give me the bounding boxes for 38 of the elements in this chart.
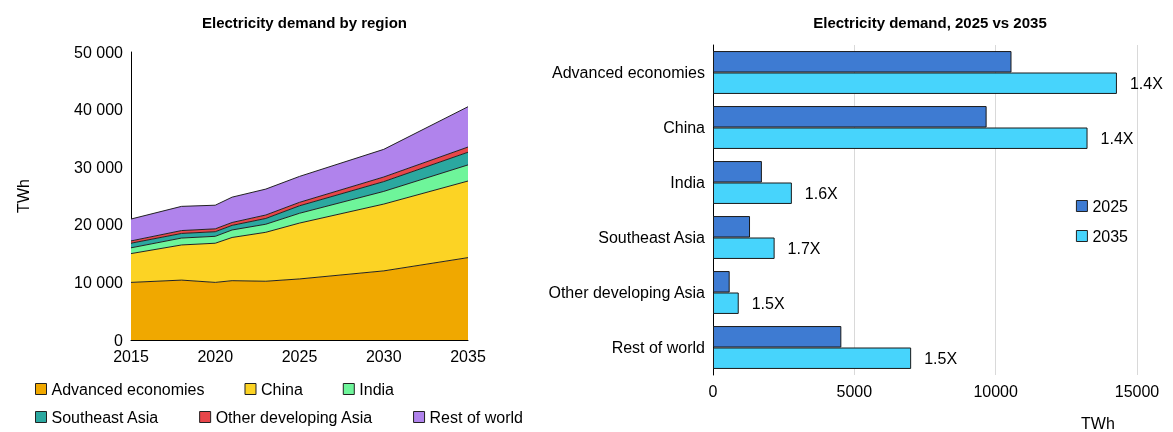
annotation: 1.4X bbox=[1100, 129, 1134, 147]
legend-label: India bbox=[359, 380, 395, 398]
y-tick-label: 30 000 bbox=[74, 158, 124, 176]
y-tick-label: 0 bbox=[114, 331, 124, 349]
legend-label: Rest of world bbox=[429, 408, 523, 426]
legend-label: Other developing Asia bbox=[215, 408, 373, 426]
y-tick-label: Rest of world bbox=[611, 339, 705, 356]
annotation: 1.6X bbox=[804, 184, 839, 202]
x-tick-label: 2020 bbox=[197, 347, 234, 365]
y-tick-label: China bbox=[663, 119, 706, 136]
y-tick-label: 40 000 bbox=[74, 101, 124, 119]
y-tick-label: Other developing Asia bbox=[548, 284, 706, 301]
annotation: 1.7X bbox=[787, 239, 821, 257]
annotation: 1.4X bbox=[1129, 74, 1164, 92]
legend-label: Advanced economies bbox=[51, 380, 205, 398]
annotation: 1.5X bbox=[751, 294, 785, 312]
legend-label: China bbox=[260, 380, 303, 398]
y-tick-label: 10 000 bbox=[74, 273, 124, 291]
x-tick-label: 2030 bbox=[365, 347, 402, 365]
y-tick-label: India bbox=[670, 174, 706, 191]
x-axis-title: TWh bbox=[1081, 414, 1115, 432]
annotation: 1.5X bbox=[924, 349, 958, 367]
x-tick-label: 15000 bbox=[1114, 382, 1160, 400]
x-tick-label: 5000 bbox=[836, 382, 873, 400]
y-tick-label: 50 000 bbox=[74, 43, 124, 61]
y-axis-title: TWh bbox=[14, 179, 32, 213]
x-tick-label: 0 bbox=[708, 382, 718, 400]
chart-title: Electricity demand, 2025 vs 2035 bbox=[813, 14, 1047, 31]
y-tick-label: Advanced economies bbox=[552, 64, 705, 81]
chart-title: Electricity demand by region bbox=[201, 14, 408, 31]
legend-label: 2035 bbox=[1092, 227, 1129, 245]
x-tick-label: 2015 bbox=[113, 347, 149, 365]
y-tick-label: Southeast Asia bbox=[598, 229, 706, 246]
legend-label: 2025 bbox=[1092, 197, 1129, 215]
x-tick-label: 10000 bbox=[973, 382, 1019, 400]
x-tick-label: 2035 bbox=[450, 347, 486, 365]
y-tick-label: 20 000 bbox=[74, 216, 124, 234]
x-tick-label: 2025 bbox=[281, 347, 318, 365]
